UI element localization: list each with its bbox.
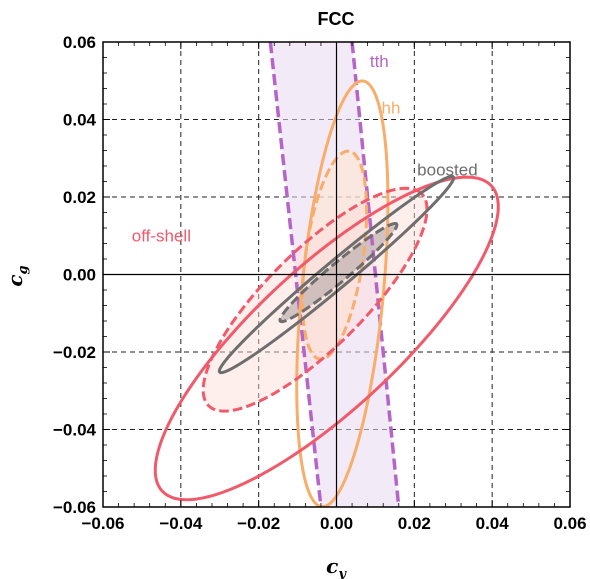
x-axis-label-main: c — [326, 554, 338, 578]
x-tick-label: −0.06 — [81, 514, 124, 533]
x-tick-label: 0.04 — [476, 514, 510, 533]
x-axis-label-sub: y — [337, 567, 347, 579]
off-shell-label: off-shell — [132, 227, 191, 246]
off-shell-outer-contour — [153, 175, 500, 502]
zero-axes — [103, 42, 570, 507]
grid-lines — [103, 42, 570, 507]
y-axis-label: cg — [3, 265, 31, 286]
y-tick-label: −0.04 — [53, 421, 97, 440]
y-tick-label: 0.00 — [63, 266, 96, 285]
series-labels: tth hh off-shell boosted — [132, 52, 478, 245]
off-shell-inner-contour — [201, 186, 429, 413]
boosted-inner-fill — [280, 223, 397, 322]
boosted-outer-contour — [217, 174, 456, 375]
x-axis-label: cy — [326, 554, 347, 579]
y-tick-label: 0.04 — [63, 111, 97, 130]
x-tick-label: 0.06 — [553, 514, 586, 533]
boosted-label: boosted — [417, 161, 478, 180]
y-axis-label-sub: g — [16, 265, 31, 274]
x-tick-label: −0.02 — [237, 514, 280, 533]
x-tick-label: 0.02 — [398, 514, 431, 533]
x-tick-label: −0.04 — [159, 514, 203, 533]
boosted-inner-contour — [278, 221, 399, 324]
tth-label: tth — [370, 52, 389, 71]
y-tick-label: 0.02 — [63, 188, 96, 207]
x-tick-label: 0.00 — [320, 514, 353, 533]
y-tick-label: −0.02 — [53, 343, 96, 362]
y-tick-label: 0.06 — [63, 33, 96, 52]
tick-marks — [102, 41, 571, 508]
chart-title: FCC — [318, 9, 355, 29]
y-tick-label: −0.06 — [53, 498, 96, 517]
y-axis-label-main: c — [3, 274, 27, 286]
hh-label: hh — [382, 99, 401, 118]
